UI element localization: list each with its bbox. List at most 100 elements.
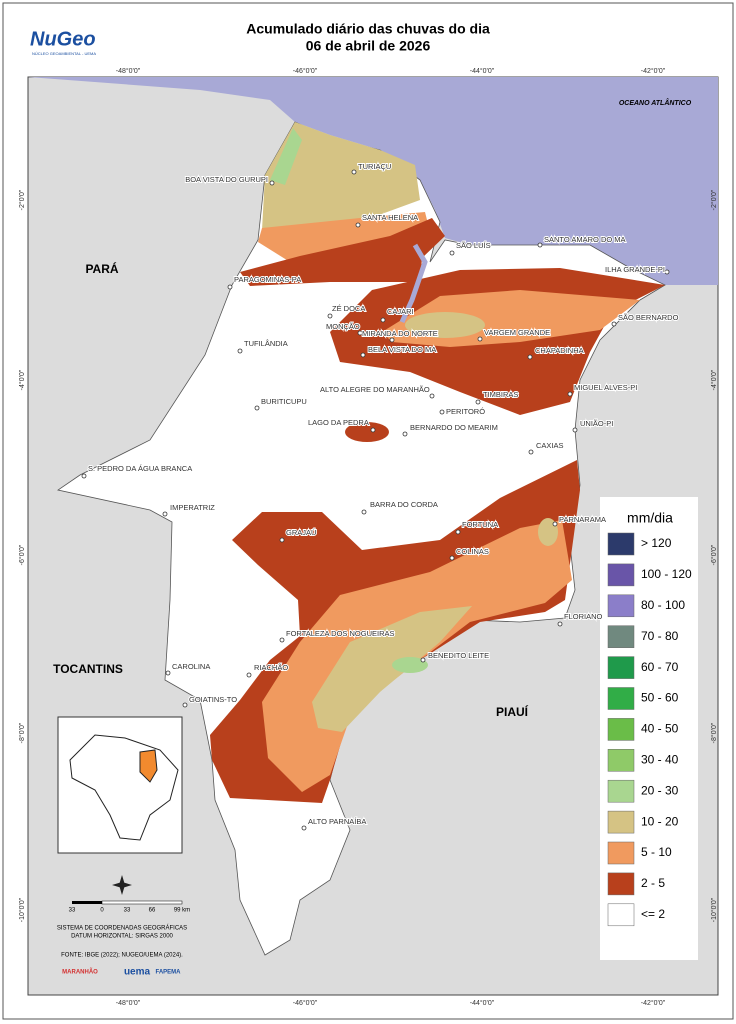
- city-label: UNIÃO-PI: [580, 419, 613, 428]
- city-label: SÃO BERNARDO: [618, 313, 679, 322]
- scale-label: 66: [149, 908, 156, 914]
- city-dot: [254, 405, 260, 411]
- zone-2-5: [240, 218, 445, 286]
- legend-label: 70 - 80: [641, 629, 679, 643]
- lon-label: -48°0'0": [116, 999, 141, 1007]
- city-label: RIACHÃO: [254, 663, 288, 672]
- lon-label: -44°0'0": [470, 999, 495, 1007]
- city-dot: [165, 670, 171, 676]
- city-dot: [439, 409, 445, 415]
- lat-label: -6°0'0": [18, 544, 26, 565]
- city-dot: [572, 427, 578, 433]
- city-label: SÃO LUÍS: [456, 241, 491, 250]
- legend-swatch: [607, 594, 635, 618]
- city-label: GRAJAÚ: [286, 528, 316, 537]
- legend-label: <= 2: [641, 907, 665, 921]
- city-label: IMPERATRIZ: [170, 503, 215, 512]
- city-label: SANTO AMARO DO MA: [544, 235, 626, 244]
- zone-2-5: [345, 422, 389, 442]
- city-label: MIGUEL ALVES-PI: [574, 383, 637, 392]
- city-label: CHAPADINHA: [535, 346, 584, 355]
- region-label: PIAUÍ: [496, 704, 529, 719]
- city-dot: [557, 621, 563, 627]
- city-dot: [355, 222, 361, 228]
- city-label: BURITICUPU: [261, 397, 307, 406]
- city-dot: [237, 348, 243, 354]
- city-label: MIRANDA DO NORTE: [362, 329, 438, 338]
- lon-label: -42°0'0": [641, 67, 666, 75]
- city-label: LAGO DA PEDRA: [308, 418, 369, 427]
- legend-swatch: [607, 841, 635, 865]
- legend-swatch: [607, 563, 635, 587]
- legend-label: 2 - 5: [641, 876, 665, 890]
- legend-label: 20 - 30: [641, 783, 679, 797]
- scale-label: 99 km: [174, 908, 190, 914]
- city-dot: [370, 427, 376, 433]
- city-label: BENEDITO LEITE: [428, 651, 489, 660]
- lon-label: -46°0'0": [293, 67, 318, 75]
- city-dot: [420, 657, 426, 663]
- lat-label: -4°0'0": [710, 369, 718, 390]
- city-dot: [279, 537, 285, 543]
- title: Acumulado diário das chuvas do dia: [246, 21, 490, 37]
- note: DATUM HORIZONTAL: SIRGAS 2000: [71, 934, 173, 940]
- city-dot: [429, 393, 435, 399]
- legend-label: 100 - 120: [641, 567, 692, 581]
- inset: [57, 716, 183, 854]
- city-dot: [449, 250, 455, 256]
- city-label: ALTO ALEGRE DO MARANHÃO: [320, 385, 430, 394]
- city-label: BOA VISTA DO GURUPI: [185, 175, 268, 184]
- city-dot: [327, 313, 333, 319]
- legend-label: 30 - 40: [641, 752, 679, 766]
- city-label: FORTALEZA DOS NOGUEIRAS: [286, 629, 395, 638]
- city-label: FLORIANO: [564, 612, 603, 621]
- legend-swatch: [607, 903, 635, 927]
- city-dot: [301, 825, 307, 831]
- city-label: PARNARAMA: [559, 515, 606, 524]
- logo-sub: NÚCLEO GEOAMBIENTAL - UEMA: [32, 51, 96, 56]
- logo: NuGeo: [30, 28, 96, 50]
- lon-label: -46°0'0": [293, 999, 318, 1007]
- zone-10-20: [262, 122, 420, 230]
- legend-label: 60 - 70: [641, 660, 679, 674]
- ocean: [28, 77, 718, 285]
- legend-swatch: [607, 687, 635, 710]
- city-dot: [389, 337, 395, 343]
- city-dot: [81, 473, 87, 479]
- city-label: CAROLINA: [172, 662, 210, 671]
- region-label: TOCANTINS: [53, 662, 123, 676]
- city-dot: [269, 180, 275, 186]
- city-dot: [246, 672, 252, 678]
- city-dot: [182, 702, 188, 708]
- city-dot: [528, 449, 534, 455]
- legend-title: mm/dia: [627, 510, 673, 526]
- city-dot: [361, 509, 367, 515]
- scale-label: 33: [69, 908, 76, 914]
- city-dot: [227, 284, 233, 290]
- city-dot: [477, 336, 483, 342]
- lat-label: -4°0'0": [18, 369, 26, 390]
- logo-small: FAPEMA: [155, 970, 181, 976]
- city-label: TURIAÇU: [358, 162, 391, 171]
- city-dot: [567, 391, 573, 397]
- city-label: TIMBIRAS: [483, 390, 518, 399]
- lat-label: -8°0'0": [710, 722, 718, 743]
- legend-swatch: [607, 779, 635, 803]
- ocean-label: OCEANO ATLÂNTICO: [619, 98, 692, 107]
- city-label: GOIATINS-TO: [189, 695, 237, 704]
- city-dot: [380, 317, 386, 323]
- city-label: BELA VISTA DO MA: [368, 345, 436, 354]
- legend-swatch: [607, 872, 635, 896]
- city-label: BARRA DO CORDA: [370, 500, 438, 509]
- legend-label: 80 - 100: [641, 598, 685, 612]
- city-dot: [360, 352, 366, 358]
- note: SISTEMA DE COORDENADAS GEOGRÁFICAS: [57, 925, 187, 932]
- legend-swatch: [607, 810, 635, 834]
- city-dot: [162, 511, 168, 517]
- city-dot: [351, 169, 357, 175]
- city-label: FORTUNA: [462, 520, 498, 529]
- scale-bar: [72, 901, 102, 904]
- legend-swatch: [607, 532, 635, 556]
- city-dot: [402, 431, 408, 437]
